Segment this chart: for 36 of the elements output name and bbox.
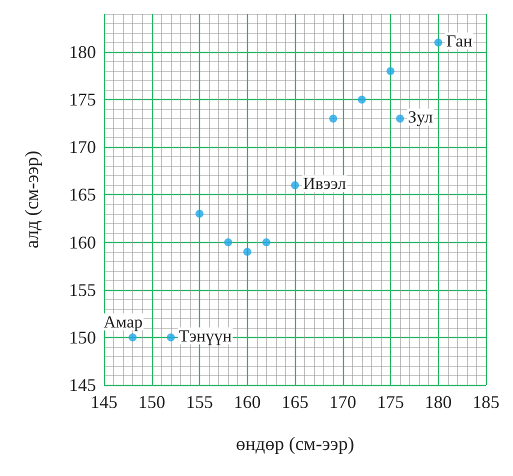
x-tick-label: 165 xyxy=(282,392,308,412)
y-tick-label: 150 xyxy=(69,327,96,348)
annotation: Ган xyxy=(446,32,472,51)
y-tick-label: 155 xyxy=(69,280,96,300)
point xyxy=(128,333,137,342)
x-tick-label: 175 xyxy=(377,392,404,412)
y-tick-label: 170 xyxy=(69,137,96,158)
point xyxy=(291,181,299,190)
point xyxy=(196,210,204,218)
x-tick-label: 170 xyxy=(329,392,356,412)
point xyxy=(396,114,404,123)
x-axis-title: өндөр (см-ээр) xyxy=(236,434,354,455)
y-tick-label: 145 xyxy=(69,375,96,395)
point xyxy=(243,248,252,256)
y-axis-title: алд (см-ээр) xyxy=(22,150,43,248)
x-tick-label: 150 xyxy=(138,392,166,412)
y-tick-label: 175 xyxy=(69,90,96,110)
point xyxy=(434,38,442,47)
annotation: Тэнүүн xyxy=(178,326,232,346)
x-tick-label: 145 xyxy=(90,392,118,412)
point xyxy=(358,96,366,104)
x-tick-label: 160 xyxy=(234,392,261,412)
point xyxy=(224,238,232,246)
y-tick-label: 160 xyxy=(69,232,96,252)
x-tick-label: 180 xyxy=(424,392,452,412)
annotation: Амар xyxy=(104,312,143,332)
x-tick-label: 155 xyxy=(186,392,213,412)
y-tick-label: 165 xyxy=(69,184,96,205)
point xyxy=(166,333,175,342)
point xyxy=(329,114,338,123)
y-tick-label: 180 xyxy=(69,42,96,62)
annotation: Ивээл xyxy=(303,174,347,194)
point xyxy=(262,238,270,246)
annotation: Зул xyxy=(408,108,434,127)
x-tick-label: 185 xyxy=(472,392,500,412)
point xyxy=(386,67,394,76)
